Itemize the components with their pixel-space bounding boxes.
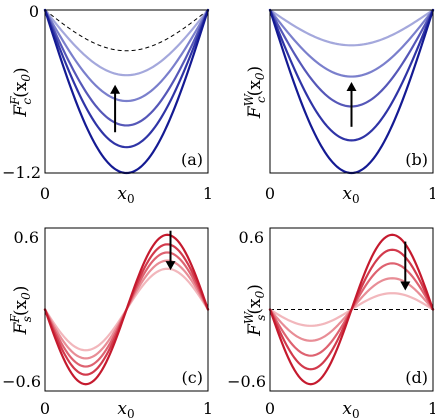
panel-label: (d) <box>405 368 428 387</box>
series-line-2 <box>268 8 435 78</box>
x-tick-label-0: 0 <box>40 399 50 418</box>
x-tick-label-0: 0 <box>40 184 50 203</box>
y-tick-label-1: −1.2 <box>2 163 41 182</box>
x-tick-label-1: 1 <box>203 399 213 418</box>
arrow-head <box>400 281 411 291</box>
reference-line <box>44 9 209 52</box>
series-line-2 <box>43 8 210 103</box>
series-line-5 <box>43 233 210 386</box>
x-axis-label: x0 <box>117 399 134 419</box>
y-axis-label: FFs(x0) <box>8 286 34 336</box>
arrow-head <box>165 261 176 271</box>
plot-frame <box>269 227 434 392</box>
arrow-head <box>110 84 121 94</box>
y-axis-label: FWc(x0) <box>242 66 268 119</box>
x-tick-label-1: 1 <box>203 184 213 203</box>
x-axis-label: x0 <box>342 399 359 419</box>
plot-frame <box>44 9 209 174</box>
x-axis-label: x0 <box>117 184 134 206</box>
panel-a: (a) 0 1 0 −1.2 x0 FFc(x0) <box>2 2 213 206</box>
x-tick-label-0: 0 <box>265 184 275 203</box>
series-line-1 <box>43 8 210 77</box>
panel-label: (a) <box>181 150 203 169</box>
series-line-1 <box>268 8 435 47</box>
series-line-4 <box>268 8 435 142</box>
x-tick-label-0: 0 <box>265 399 275 418</box>
panel-label: (b) <box>405 150 428 169</box>
arrow-head <box>346 81 357 91</box>
x-tick-label-1: 1 <box>428 184 435 203</box>
panel-label: (c) <box>182 368 203 387</box>
y-tick-label-0: 0.6 <box>14 228 39 247</box>
panel-c: (c) 0 1 0.6 −0.6 x0 FFs(x0) <box>2 227 213 419</box>
plot-frame <box>44 227 209 392</box>
y-tick-label-1: −0.6 <box>227 372 266 391</box>
x-tick-label-1: 1 <box>428 399 435 418</box>
series-line-4 <box>43 8 210 149</box>
plot-frame <box>269 9 434 174</box>
panel-b: (b) 0 1 x0 FWc(x0) <box>242 8 435 206</box>
y-axis-label: FFc(x0) <box>8 67 34 117</box>
y-tick-label-0: 0.6 <box>239 228 264 247</box>
x-axis-label: x0 <box>342 184 359 206</box>
y-tick-label-0: 0 <box>29 2 39 21</box>
series-line-5 <box>43 8 210 175</box>
y-tick-label-1: −0.6 <box>2 372 41 391</box>
series-line-3 <box>43 8 210 127</box>
panel-d: (d) 0 1 0.6 −0.6 x0 FWs(x0) <box>227 227 435 419</box>
y-axis-label: FWs(x0) <box>242 284 268 337</box>
